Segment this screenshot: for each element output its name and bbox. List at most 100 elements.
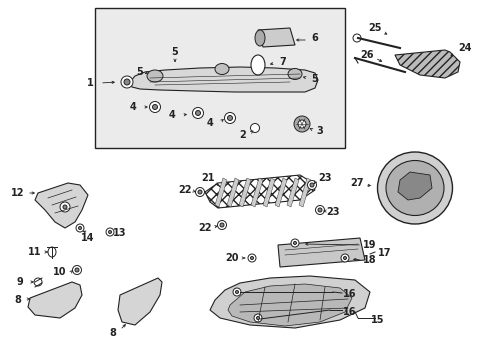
Text: 5: 5 (171, 47, 178, 57)
Polygon shape (118, 278, 162, 325)
Ellipse shape (250, 123, 259, 132)
Ellipse shape (75, 268, 79, 272)
Ellipse shape (76, 224, 84, 232)
Ellipse shape (256, 316, 259, 320)
Ellipse shape (63, 205, 67, 209)
Text: 17: 17 (378, 248, 391, 258)
Ellipse shape (297, 120, 305, 128)
Bar (95, 8, 345, 148)
Ellipse shape (195, 111, 200, 116)
Text: 8: 8 (109, 328, 116, 338)
Ellipse shape (385, 161, 443, 216)
Ellipse shape (250, 256, 253, 260)
Polygon shape (227, 284, 351, 326)
Ellipse shape (124, 79, 130, 85)
Ellipse shape (253, 314, 262, 322)
Text: 24: 24 (457, 43, 471, 53)
Text: 13: 13 (113, 228, 126, 238)
Ellipse shape (220, 223, 224, 227)
Ellipse shape (377, 152, 451, 224)
Text: 4: 4 (168, 110, 175, 120)
Text: 22: 22 (178, 185, 191, 195)
Text: 10: 10 (53, 267, 67, 277)
Ellipse shape (307, 180, 316, 189)
Polygon shape (226, 178, 239, 207)
Ellipse shape (34, 278, 42, 286)
Ellipse shape (195, 188, 204, 197)
Text: 15: 15 (370, 315, 384, 325)
Ellipse shape (149, 102, 160, 113)
Polygon shape (397, 172, 431, 200)
Ellipse shape (152, 104, 157, 109)
Ellipse shape (217, 220, 226, 230)
Polygon shape (274, 178, 286, 207)
Ellipse shape (340, 254, 348, 262)
Polygon shape (204, 175, 314, 208)
Text: 6: 6 (311, 33, 318, 43)
Ellipse shape (79, 226, 81, 230)
Text: 18: 18 (363, 255, 376, 265)
Ellipse shape (235, 291, 238, 293)
Ellipse shape (224, 112, 235, 123)
Polygon shape (394, 50, 459, 78)
Polygon shape (258, 28, 294, 47)
Polygon shape (209, 276, 369, 328)
Ellipse shape (247, 254, 256, 262)
Ellipse shape (227, 116, 232, 121)
Text: 25: 25 (367, 23, 381, 33)
Text: 16: 16 (343, 307, 356, 317)
Text: 4: 4 (129, 102, 136, 112)
Ellipse shape (287, 68, 302, 80)
Ellipse shape (309, 183, 313, 187)
Text: 12: 12 (11, 188, 25, 198)
Ellipse shape (121, 76, 133, 88)
Ellipse shape (106, 228, 114, 236)
Polygon shape (35, 183, 88, 228)
Ellipse shape (315, 206, 324, 215)
Text: 3: 3 (316, 126, 323, 136)
Ellipse shape (60, 202, 70, 212)
Text: 16: 16 (343, 289, 356, 299)
Text: 23: 23 (325, 207, 339, 217)
Text: 2: 2 (239, 130, 246, 140)
Text: 14: 14 (81, 233, 95, 243)
Ellipse shape (108, 230, 111, 234)
Ellipse shape (293, 116, 309, 132)
Ellipse shape (198, 190, 202, 194)
Text: 9: 9 (17, 277, 23, 287)
Text: 4: 4 (206, 118, 213, 128)
Ellipse shape (147, 70, 163, 82)
Text: 20: 20 (225, 253, 238, 263)
Ellipse shape (352, 34, 360, 42)
Ellipse shape (254, 30, 264, 46)
Ellipse shape (232, 288, 241, 296)
Text: 5: 5 (136, 67, 143, 77)
Text: 26: 26 (360, 50, 373, 60)
Text: 8: 8 (15, 295, 21, 305)
Ellipse shape (215, 63, 228, 75)
Text: 19: 19 (363, 240, 376, 250)
Ellipse shape (293, 242, 296, 244)
Polygon shape (263, 178, 274, 207)
Ellipse shape (343, 256, 346, 260)
Ellipse shape (317, 208, 321, 212)
Polygon shape (28, 282, 82, 318)
Polygon shape (239, 178, 250, 207)
Text: 23: 23 (318, 173, 331, 183)
Polygon shape (286, 178, 298, 207)
Text: 7: 7 (279, 57, 286, 67)
Ellipse shape (192, 108, 203, 118)
Polygon shape (215, 178, 226, 207)
Polygon shape (250, 178, 263, 207)
Text: 1: 1 (86, 78, 93, 88)
Polygon shape (278, 238, 364, 267)
Text: 22: 22 (198, 223, 211, 233)
Ellipse shape (250, 55, 264, 75)
Text: 5: 5 (311, 74, 318, 84)
Text: 21: 21 (201, 173, 214, 183)
Polygon shape (130, 67, 317, 92)
Ellipse shape (72, 266, 81, 274)
Ellipse shape (290, 239, 298, 247)
Polygon shape (298, 178, 310, 207)
Ellipse shape (48, 247, 56, 257)
